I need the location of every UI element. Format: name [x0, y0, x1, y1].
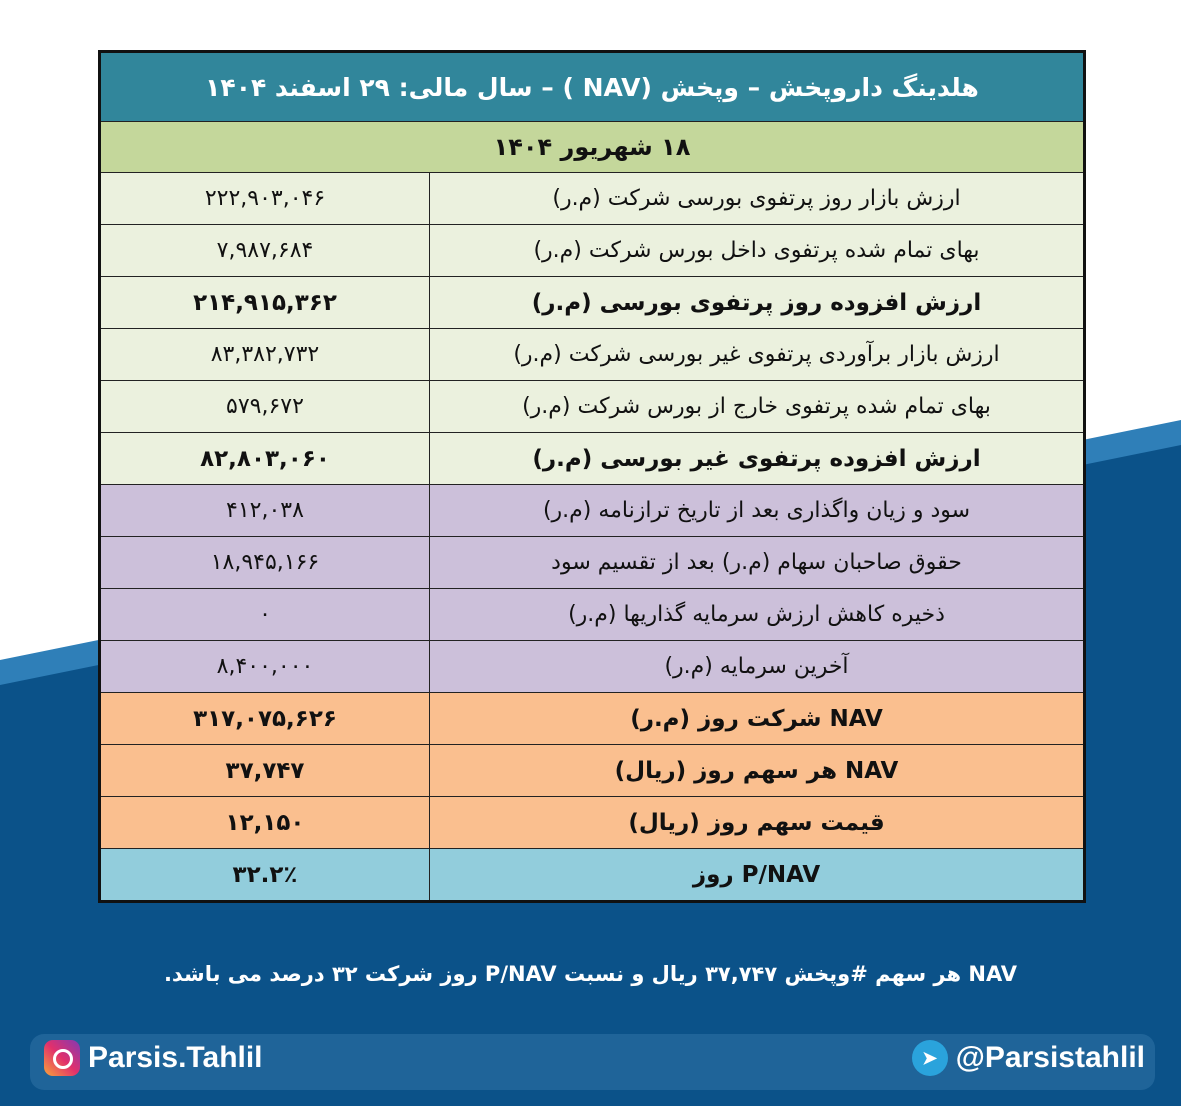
row-label: ارزش افزوده روز پرتفوی بورسی (م.ر)	[429, 276, 1085, 329]
telegram-icon: ➤	[911, 1040, 948, 1076]
table-title: هلدینگ داروپخش – وپخش (NAV ) – سال مالی:…	[99, 51, 1085, 122]
row-label: بهای تمام شده پرتفوی داخل بورس شرکت (م.ر…	[429, 224, 1085, 277]
row-label: حقوق صاحبان سهام (م.ر) بعد از تقسیم سود	[429, 536, 1085, 589]
row-value: ۲۲۲,۹۰۳,۰۴۶	[99, 172, 430, 225]
row-value: ۸۲,۸۰۳,۰۶۰	[99, 432, 430, 485]
summary-text: NAV هر سهم #وپخش ۳۷,۷۴۷ ریال و نسبت P/NA…	[163, 962, 1018, 986]
table-row: سود و زیان واگذاری بعد از تاریخ ترازنامه…	[99, 484, 1085, 537]
row-value: ۴۱۲,۰۳۸	[99, 484, 430, 537]
row-label: قیمت سهم روز (ریال)	[429, 796, 1085, 849]
row-value: ۱۸,۹۴۵,۱۶۶	[99, 536, 430, 589]
table-row: NAV هر سهم روز (ریال) ۳۷,۷۴۷	[99, 744, 1085, 797]
table-row: P/NAV روز ۳۲.۲٪	[99, 848, 1085, 902]
table-row: NAV شرکت روز (م.ر) ۳۱۷,۰۷۵,۶۲۶	[99, 692, 1085, 745]
social-bar	[30, 1034, 1155, 1090]
table-row: ارزش بازار برآوردی پرتفوی غیر بورسی شرکت…	[99, 328, 1085, 381]
table-date: ۱۸ شهریور ۱۴۰۴	[99, 121, 1085, 173]
row-label: بهای تمام شده پرتفوی خارج از بورس شرکت (…	[429, 380, 1085, 433]
table-row: آخرین سرمایه (م.ر) ۸,۴۰۰,۰۰۰	[99, 640, 1085, 693]
table-row: بهای تمام شده پرتفوی خارج از بورس شرکت (…	[99, 380, 1085, 433]
row-label: سود و زیان واگذاری بعد از تاریخ ترازنامه…	[429, 484, 1085, 537]
telegram-handle: @Parsistahlil	[955, 1041, 1145, 1074]
row-value: ۷,۹۸۷,۶۸۴	[99, 224, 430, 277]
row-label: ارزش بازار برآوردی پرتفوی غیر بورسی شرکت…	[429, 328, 1085, 381]
instagram-icon	[44, 1040, 80, 1076]
telegram-link[interactable]: ➤ @Parsistahlil	[911, 1040, 1145, 1076]
row-value: ۱۲,۱۵۰	[99, 796, 430, 849]
table-row: قیمت سهم روز (ریال) ۱۲,۱۵۰	[99, 796, 1085, 849]
table-row: بهای تمام شده پرتفوی داخل بورس شرکت (م.ر…	[99, 224, 1085, 277]
row-value: ۲۱۴,۹۱۵,۳۶۲	[99, 276, 430, 329]
row-label: آخرین سرمایه (م.ر)	[429, 640, 1085, 693]
row-label: ارزش افزوده پرتفوی غیر بورسی (م.ر)	[429, 432, 1085, 485]
row-label: P/NAV روز	[429, 848, 1085, 902]
nav-table: هلدینگ داروپخش – وپخش (NAV ) – سال مالی:…	[98, 50, 1086, 903]
row-value: ۸,۴۰۰,۰۰۰	[99, 640, 430, 693]
row-label: ارزش بازار روز پرتفوی بورسی شرکت (م.ر)	[429, 172, 1085, 225]
instagram-link[interactable]: Parsis.Tahlil	[44, 1040, 263, 1076]
row-label: NAV هر سهم روز (ریال)	[429, 744, 1085, 797]
row-label: NAV شرکت روز (م.ر)	[429, 692, 1085, 745]
table-row: ارزش بازار روز پرتفوی بورسی شرکت (م.ر) ۲۲…	[99, 172, 1085, 225]
row-value: ۳۲.۲٪	[99, 848, 430, 902]
table-row: ذخیره کاهش ارزش سرمایه گذاریها (م.ر) ۰	[99, 588, 1085, 641]
row-value: ۳۷,۷۴۷	[99, 744, 430, 797]
row-value: ۸۳,۳۸۲,۷۳۲	[99, 328, 430, 381]
instagram-handle: Parsis.Tahlil	[88, 1041, 263, 1074]
table-row: ارزش افزوده روز پرتفوی بورسی (م.ر) ۲۱۴,۹۱…	[99, 276, 1085, 329]
table-row: حقوق صاحبان سهام (م.ر) بعد از تقسیم سود ۱…	[99, 536, 1085, 589]
table-row: ارزش افزوده پرتفوی غیر بورسی (م.ر) ۸۲,۸۰۳…	[99, 432, 1085, 485]
row-value: ۳۱۷,۰۷۵,۶۲۶	[99, 692, 430, 745]
row-label: ذخیره کاهش ارزش سرمایه گذاریها (م.ر)	[429, 588, 1085, 641]
row-value: ۰	[99, 588, 430, 641]
row-value: ۵۷۹,۶۷۲	[99, 380, 430, 433]
